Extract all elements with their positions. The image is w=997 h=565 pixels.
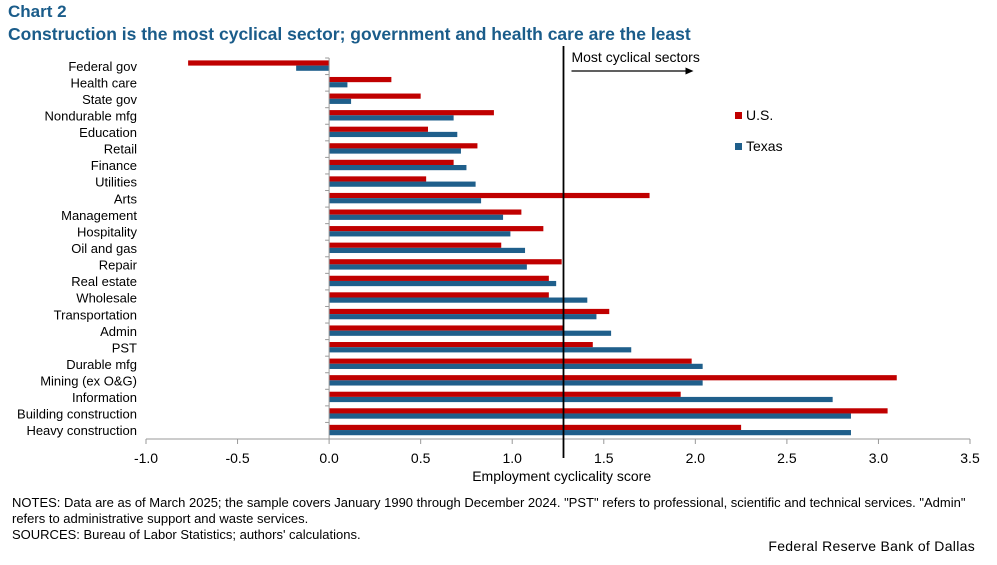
legend-swatch-us	[735, 112, 742, 119]
category-label: Arts	[114, 191, 138, 206]
category-label: Wholesale	[76, 291, 137, 306]
category-label: Repair	[99, 258, 138, 273]
bar-us	[329, 159, 454, 165]
notes-text: NOTES: Data are as of March 2025; the sa…	[12, 495, 966, 526]
source-brand: Federal Reserve Bank of Dallas	[768, 538, 975, 554]
bar-us	[329, 259, 562, 265]
bar-texas	[329, 413, 851, 419]
category-label: Management	[61, 208, 137, 223]
chart-label: Chart 2	[8, 2, 67, 21]
x-tick-label: 0.5	[411, 450, 431, 466]
bar-texas	[329, 164, 467, 171]
x-tick-label: -1.0	[134, 450, 158, 466]
x-axis-label: Employment cyclicality score	[472, 468, 651, 484]
x-tick-label: 2.5	[777, 450, 797, 466]
category-label: State gov	[82, 92, 137, 107]
category-label: Information	[72, 390, 137, 405]
category-label: Utilities	[95, 175, 137, 190]
bar-texas	[329, 148, 461, 154]
sources-text: SOURCES: Bureau of Labor Statistics; aut…	[12, 527, 361, 542]
x-tick-label: 3.5	[960, 450, 980, 466]
bar-texas	[329, 396, 833, 403]
legend-swatch-texas	[735, 143, 742, 150]
bar-us	[329, 93, 421, 99]
category-label: Admin	[100, 324, 137, 339]
bar-texas	[329, 98, 352, 104]
bar-texas	[329, 430, 851, 436]
category-label: Finance	[91, 158, 137, 173]
category-label: Education	[79, 125, 137, 140]
bar-us	[329, 226, 544, 232]
bar-us	[188, 60, 330, 66]
category-label: Durable mfg	[66, 357, 137, 372]
bar-texas	[329, 347, 632, 353]
bar-us	[329, 325, 564, 331]
category-label: Hospitality	[77, 224, 137, 239]
notes-block: NOTES: Data are as of March 2025; the sa…	[12, 495, 987, 543]
category-label: Health care	[71, 75, 137, 90]
category-label: Building construction	[17, 407, 137, 422]
bar-texas	[329, 181, 476, 187]
legend-label-us: U.S.	[746, 107, 773, 123]
bar-texas	[296, 65, 330, 71]
annotation-text: Most cyclical sectors	[571, 49, 699, 65]
x-tick-label: 3.0	[869, 450, 889, 466]
bar-texas	[329, 363, 703, 369]
annotation-arrowhead	[685, 67, 694, 75]
bar-us	[329, 242, 502, 248]
bar-texas	[329, 198, 482, 204]
category-label: Nondurable mfg	[45, 108, 138, 123]
category-label: Real estate	[71, 274, 137, 289]
bar-us	[329, 275, 549, 281]
x-tick-label: 1.5	[594, 450, 614, 466]
category-label: Heavy construction	[26, 423, 137, 438]
bar-us	[329, 391, 681, 397]
x-tick-label: -0.5	[225, 450, 249, 466]
category-label: Mining (ex O&G)	[40, 374, 137, 389]
x-tick-label: 0.0	[319, 450, 339, 466]
x-tick-label: 2.0	[686, 450, 706, 466]
bar-us	[329, 143, 478, 149]
bar-us	[329, 342, 593, 348]
bar-us	[329, 358, 692, 364]
category-label: PST	[112, 340, 137, 355]
bar-texas	[329, 264, 527, 270]
bar-us	[329, 176, 427, 182]
bar-texas	[329, 280, 557, 287]
chart-title: Construction is the most cyclical sector…	[8, 24, 691, 44]
category-label: Retail	[104, 142, 137, 157]
bar-texas	[329, 314, 597, 320]
bar-us	[329, 192, 650, 199]
bar-texas	[329, 380, 703, 386]
bar-us	[329, 292, 549, 298]
bar-us	[329, 76, 392, 83]
bar-us	[329, 308, 610, 315]
category-label: Oil and gas	[71, 241, 137, 256]
bar-us	[329, 408, 888, 414]
bar-texas	[329, 115, 454, 121]
category-label: Transportation	[54, 307, 137, 322]
bar-texas	[329, 214, 504, 220]
bar-us	[329, 375, 897, 381]
bar-us	[329, 209, 522, 215]
bar-us	[329, 424, 742, 431]
bar-us	[329, 126, 428, 132]
bar-texas	[329, 231, 511, 237]
bar-texas	[329, 131, 458, 138]
bar-texas	[329, 82, 348, 88]
bar-us	[329, 110, 494, 116]
bar-texas	[329, 247, 526, 254]
bar-texas	[329, 330, 612, 336]
bar-texas	[329, 297, 588, 303]
legend-label-texas: Texas	[746, 138, 783, 154]
category-label: Federal gov	[68, 59, 137, 74]
x-tick-label: 1.0	[502, 450, 522, 466]
